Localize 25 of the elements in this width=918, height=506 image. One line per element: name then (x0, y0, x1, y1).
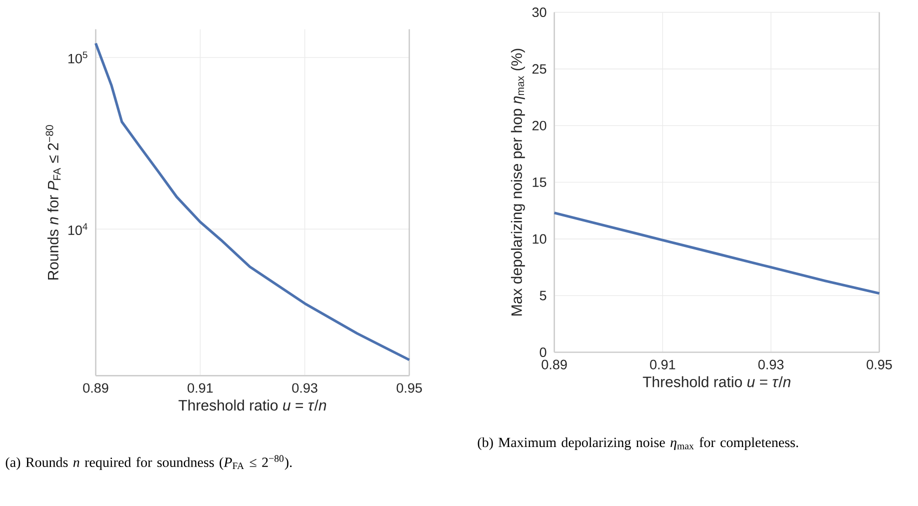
x-tick-label: 0.93 (758, 360, 784, 370)
x-tick-label: 0.91 (650, 360, 676, 370)
x-tick-label: 0.93 (292, 383, 318, 393)
x-tick-label: 0.89 (542, 360, 567, 370)
y-axis-title: Max depolarizing noise per hop η$_{max}$ (%) (510, 48, 525, 316)
y-tick-label: 15 (532, 178, 546, 187)
x-tick-label: 0.95 (396, 383, 422, 393)
y-tick-label: 30 (532, 8, 546, 18)
y-tick-label: 20 (532, 120, 546, 130)
y-tick-label: 10$^{4}$ (68, 223, 88, 236)
x-axis-title: Threshold ratio u = τ/n (642, 376, 790, 388)
x-tick-label: 0.91 (188, 383, 213, 393)
line-series (94, 42, 411, 362)
x-tick-label: 0.95 (866, 360, 892, 370)
y-tick-label: 0 (540, 348, 546, 358)
text: (a) Rounds n required for soundness (P$_{FA}$ ≤ 2$^{−80}$). (6, 455, 292, 470)
y-tick-label: 25 (532, 64, 546, 74)
text: (b) Maximum depolarizing noise η$_{max}$ for completeness. (478, 437, 798, 450)
y-tick-label: 10 (532, 234, 546, 244)
line-series (553, 212, 881, 295)
x-tick-label: 0.89 (83, 383, 108, 393)
y-tick-label: 10$^{5}$ (68, 52, 88, 64)
y-axis-title: Rounds n for P$_{FA}$ ≤ 2$^{−80}$ (46, 125, 61, 280)
x-axis-title: Threshold ratio u = τ/n (178, 400, 326, 411)
y-tick-label: 5 (540, 290, 546, 300)
